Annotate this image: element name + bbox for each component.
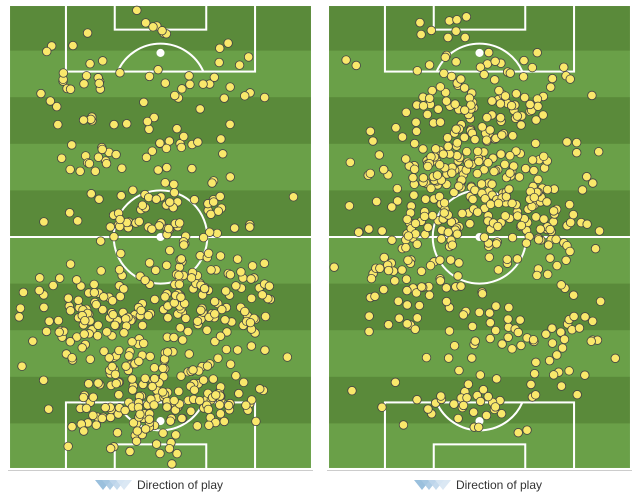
footer-left: Direction of play xyxy=(8,470,313,499)
panel-left: Direction of play xyxy=(8,4,313,499)
direction-label: Direction of play xyxy=(137,478,223,492)
footer-right: Direction of play xyxy=(327,470,632,499)
pitch-left xyxy=(8,4,313,470)
direction-arrows-icon xyxy=(417,477,448,493)
direction-label: Direction of play xyxy=(456,478,542,492)
touch-map-comparison: Direction of play Direction of play xyxy=(0,0,640,503)
pitch-svg-right xyxy=(327,4,632,470)
direction-arrows-icon xyxy=(98,477,129,493)
panel-right: Direction of play xyxy=(327,4,632,499)
pitch-svg-left xyxy=(8,4,313,470)
pitch-right xyxy=(327,4,632,470)
